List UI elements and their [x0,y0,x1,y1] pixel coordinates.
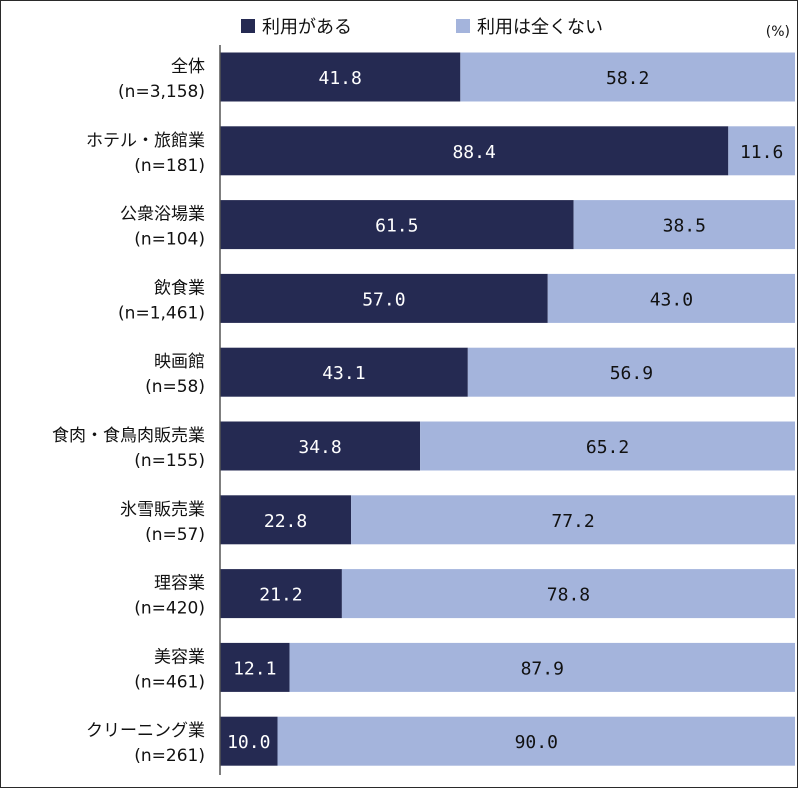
data-label-2-2: 11.6 [740,142,783,163]
category-n-6: (n=155) [134,451,205,471]
category-n-4: (n=1,461) [118,303,205,323]
bar-1-2 [220,126,729,176]
category-label-1: 全体 [171,57,205,77]
bar-2-5 [467,347,795,397]
data-label-1-3: 61.5 [375,216,418,237]
bar-2-7 [351,495,795,545]
category-label-2: ホテル・旅館業 [86,131,205,151]
data-label-2-4: 43.0 [650,289,693,310]
bar-2-3 [573,200,795,250]
category-label-5: 映画館 [154,352,205,372]
category-n-2: (n=181) [134,156,205,176]
unit-label: (%) [766,24,790,40]
data-label-2-1: 58.2 [606,68,649,89]
data-label-1-2: 88.4 [452,142,495,163]
data-label-2-7: 77.2 [551,511,594,532]
data-label-1-10: 10.0 [227,732,270,753]
data-label-1-1: 41.8 [318,68,361,89]
legend-label-1: 利用がある [262,17,352,38]
legend-swatch-2 [456,19,470,33]
category-n-8: (n=420) [134,599,205,619]
bar-1-4 [220,273,548,323]
category-label-4: 飲食業 [154,278,205,298]
bar-1-9 [220,642,290,692]
data-label-2-10: 90.0 [515,732,558,753]
category-n-10: (n=261) [134,746,205,766]
data-label-2-8: 78.8 [547,585,590,606]
bar-2-2 [728,126,795,176]
bar-1-5 [220,347,468,397]
category-label-10: クリーニング業 [86,721,205,741]
data-label-1-6: 34.8 [298,437,341,458]
data-label-1-9: 12.1 [233,658,276,679]
data-label-1-4: 57.0 [362,289,405,310]
bar-1-8 [220,569,342,619]
data-label-1-5: 43.1 [322,363,365,384]
category-n-5: (n=58) [145,377,205,397]
category-label-9: 美容業 [154,647,205,667]
category-n-7: (n=57) [145,525,205,545]
data-label-2-9: 87.9 [521,658,564,679]
legend-swatch-1 [241,19,255,33]
bar-2-1 [460,52,795,102]
data-label-1-7: 22.8 [264,511,307,532]
bar-1-10 [220,716,278,766]
bar-2-9 [289,642,795,692]
bar-2-8 [341,569,795,619]
bar-1-1 [220,52,461,102]
category-n-3: (n=104) [134,230,205,250]
category-n-1: (n=3,158) [118,82,205,102]
bar-1-6 [220,421,421,471]
bar-1-3 [220,200,574,250]
bar-2-4 [547,273,795,323]
category-label-7: 氷雪販売業 [120,500,205,520]
category-label-6: 食肉・食鳥肉販売業 [52,426,205,446]
data-label-2-5: 56.9 [610,363,653,384]
data-label-1-8: 21.2 [259,585,302,606]
category-n-9: (n=461) [134,672,205,692]
category-label-3: 公衆浴場業 [120,205,205,225]
bar-1-7 [220,495,352,545]
category-label-8: 理容業 [154,574,205,594]
bar-2-6 [420,421,795,471]
legend-label-2: 利用は全くない [477,17,603,38]
bar-2-10 [277,716,795,766]
data-label-2-3: 38.5 [663,216,706,237]
data-label-2-6: 65.2 [586,437,629,458]
